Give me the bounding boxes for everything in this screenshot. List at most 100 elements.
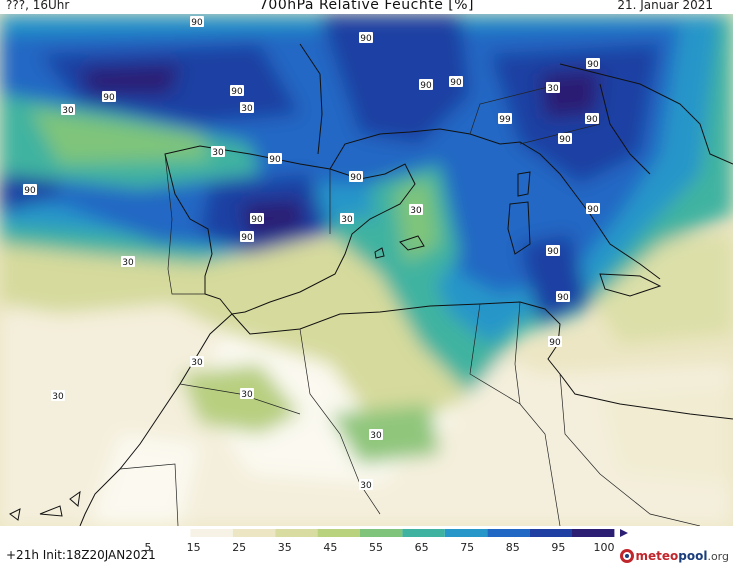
colorbar-tick: 5	[144, 541, 152, 554]
colorbar-area	[0, 526, 733, 566]
svg-text:30: 30	[212, 148, 224, 158]
svg-text:30: 30	[547, 84, 559, 94]
svg-text:90: 90	[241, 233, 253, 243]
contour-label: 90	[556, 291, 570, 303]
colorbar-tick: 85	[505, 541, 520, 554]
contour-label: 30	[359, 479, 373, 491]
svg-text:30: 30	[360, 481, 372, 491]
svg-text:30: 30	[52, 392, 64, 402]
colorbar-tick: 65	[414, 541, 429, 554]
svg-text:90: 90	[586, 115, 598, 125]
contour-label: 90	[230, 85, 244, 97]
colorbar-tick: 45	[323, 541, 338, 554]
svg-text:90: 90	[587, 205, 599, 215]
humidity-map: 90 90 90 30 90 30 30 90 90 90 30 99 90 30 90 90 90 90 90 90…	[0, 14, 733, 526]
svg-text:90: 90	[547, 247, 559, 257]
borders	[119, 83, 701, 526]
colorbar-tick: 55	[369, 541, 383, 554]
contour-label: 90	[548, 336, 562, 348]
svg-text:30: 30	[341, 215, 353, 225]
header-bar: ???, 16Uhr 700hPa Relative Feuchte [%] 2…	[0, 0, 733, 18]
svg-text:90: 90	[450, 78, 462, 88]
time-label: ???, 16Uhr	[6, 0, 70, 12]
contour-label: 30	[546, 82, 560, 94]
colorbar-cell	[232, 529, 276, 537]
contour-label: 30	[369, 429, 383, 441]
logo-suffix: .org	[707, 549, 729, 563]
contour-label: 30	[240, 388, 254, 400]
contour-label: 90	[268, 153, 282, 165]
contour-label: 90	[419, 79, 433, 91]
contour-labels: 90 90 90 30 90 30 30 90 90 90 30 99 90 30 90 90 90 90 90 90…	[23, 16, 600, 491]
svg-text:90: 90	[557, 293, 569, 303]
colorbar-tick: 35	[277, 541, 292, 554]
coastlines	[9, 43, 733, 526]
svg-text:90: 90	[251, 215, 263, 225]
colorbar-tick: 25	[232, 541, 247, 554]
svg-text:90: 90	[103, 93, 115, 103]
svg-text:30: 30	[241, 104, 253, 114]
svg-text:90: 90	[549, 338, 561, 348]
svg-text:90: 90	[191, 18, 203, 28]
colorbar-cell	[487, 529, 530, 537]
contour-label: 30	[121, 256, 135, 268]
svg-text:30: 30	[241, 390, 253, 400]
contour-label: 90	[586, 58, 600, 70]
contour-label: 90	[102, 91, 116, 103]
contour-label: 90	[546, 245, 560, 257]
colorbar-tick: 15	[186, 541, 201, 554]
logo-icon	[620, 549, 635, 563]
colorbar-cell	[275, 529, 318, 537]
svg-text:90: 90	[360, 34, 372, 44]
colorbar-tick: 100	[593, 541, 615, 554]
svg-text:90: 90	[350, 173, 362, 183]
contour-label: 99	[498, 113, 512, 125]
brand-logo[interactable]: meteo pool .org	[619, 548, 729, 564]
svg-text:30: 30	[191, 358, 203, 368]
svg-text:30: 30	[62, 106, 74, 116]
contour-label: 30	[51, 390, 65, 402]
contour-label: 90	[240, 231, 254, 243]
contour-label: 90	[586, 203, 600, 215]
contour-label: 30	[190, 356, 204, 368]
colorbar-cell	[529, 529, 572, 537]
colorbar-cell	[360, 529, 403, 537]
contour-label: 30	[340, 213, 354, 225]
contour-label: 90	[449, 76, 463, 88]
contour-label: 90	[558, 133, 572, 145]
contour-label: 90	[190, 16, 204, 28]
svg-text:99: 99	[499, 115, 511, 125]
contour-label: 30	[240, 102, 254, 114]
svg-text:90: 90	[269, 155, 281, 165]
colorbar-cell	[190, 529, 233, 537]
contour-label: 90	[349, 171, 363, 183]
contour-label: 90	[359, 32, 373, 44]
contour-label: 30	[211, 146, 225, 158]
svg-text:90: 90	[559, 135, 571, 145]
humidity-field	[0, 14, 733, 526]
run-info: +21h Init:18Z20JAN2021	[6, 548, 156, 562]
contour-label: 90	[585, 113, 599, 125]
colorbar-cell	[108, 529, 191, 537]
date-label: 21. Januar 2021	[617, 0, 713, 12]
colorbar	[108, 529, 628, 537]
colorbar-cell	[444, 529, 488, 537]
svg-text:30: 30	[122, 258, 134, 268]
contour-label: 90	[23, 184, 37, 196]
svg-text:30: 30	[370, 431, 382, 441]
contour-label: 30	[61, 104, 75, 116]
logo-accent: pool	[678, 549, 708, 563]
svg-text:90: 90	[231, 87, 243, 97]
svg-text:90: 90	[587, 60, 599, 70]
svg-text:90: 90	[24, 186, 36, 196]
map-title: 700hPa Relative Feuchte [%]	[259, 0, 474, 13]
svg-text:90: 90	[420, 81, 432, 91]
colorbar-arrow	[620, 529, 628, 537]
colorbar-cell	[317, 529, 360, 537]
colorbar-cell	[572, 529, 615, 537]
colorbar-tick: 75	[460, 541, 475, 554]
colorbar-cell	[402, 529, 445, 537]
logo-main: meteo	[635, 549, 679, 563]
svg-text:30: 30	[410, 206, 422, 216]
colorbar-tick: 95	[551, 541, 566, 554]
